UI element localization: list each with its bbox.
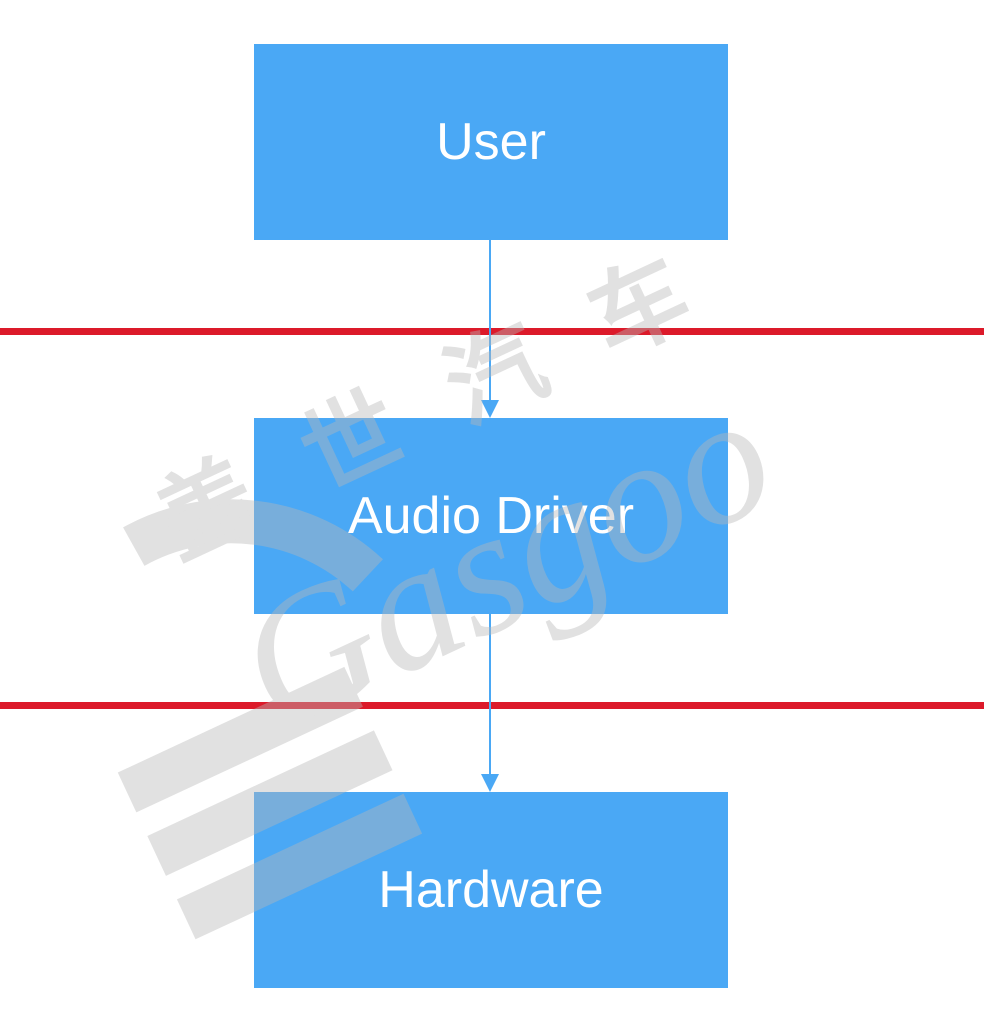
node-hardware: Hardware (254, 792, 728, 988)
flowchart-diagram: User Audio Driver Hardware 盖 世 汽 车 Gasgo… (0, 0, 984, 1024)
node-audio-driver-label: Audio Driver (348, 486, 634, 546)
node-user: User (254, 44, 728, 240)
node-user-label: User (436, 112, 546, 172)
node-hardware-label: Hardware (378, 860, 603, 920)
divider-line-2 (0, 702, 984, 709)
node-audio-driver: Audio Driver (254, 418, 728, 614)
divider-line-1 (0, 328, 984, 335)
